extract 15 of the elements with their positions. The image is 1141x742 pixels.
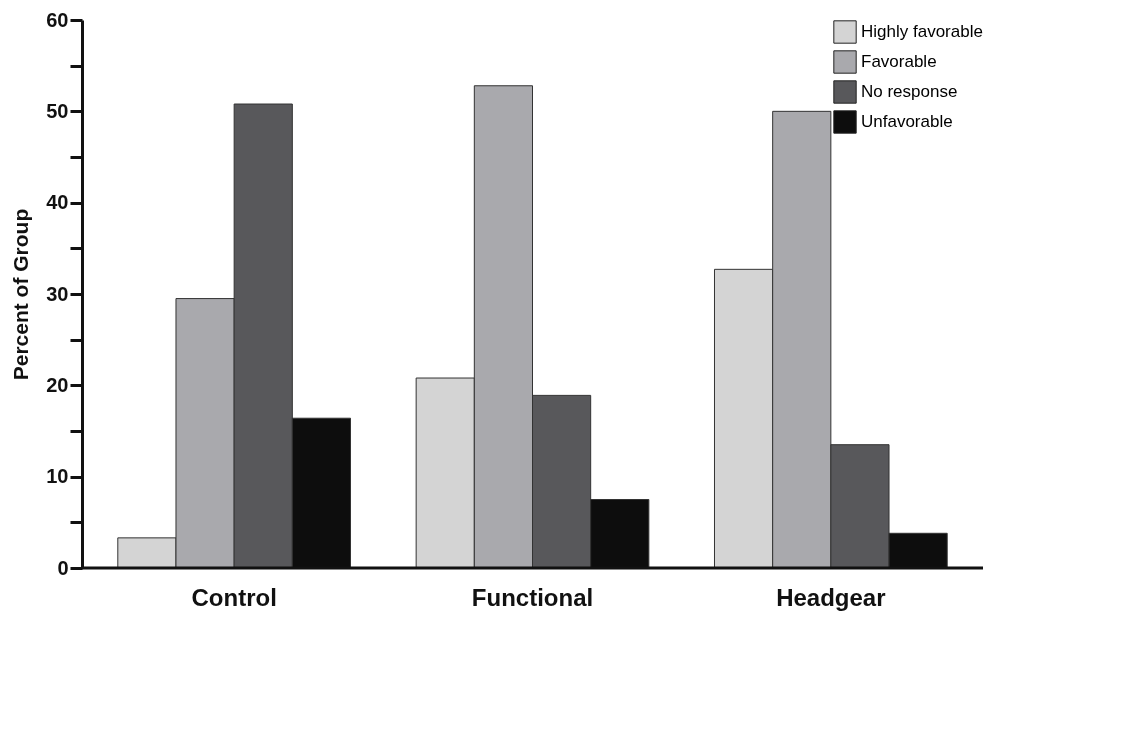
y-tick-label: 60	[46, 8, 69, 31]
legend-label: Favorable	[861, 52, 937, 71]
legend-label: Highly favorable	[861, 22, 983, 41]
y-tick-label: 50	[46, 99, 69, 122]
legend-label: Unfavorable	[861, 112, 953, 131]
x-tick-label: Control	[191, 583, 277, 611]
y-tick-label: 30	[46, 282, 69, 305]
y-axis-title: Percent of Group	[9, 208, 33, 381]
y-tick-label: 20	[46, 373, 69, 396]
y-tick-label: 0	[57, 556, 69, 579]
x-tick-label: Functional	[471, 583, 594, 611]
y-tick-label: 10	[46, 465, 69, 488]
y-tick-label: 40	[46, 191, 69, 214]
legend-label: No response	[861, 82, 958, 101]
x-tick-label: Headgear	[776, 583, 886, 611]
